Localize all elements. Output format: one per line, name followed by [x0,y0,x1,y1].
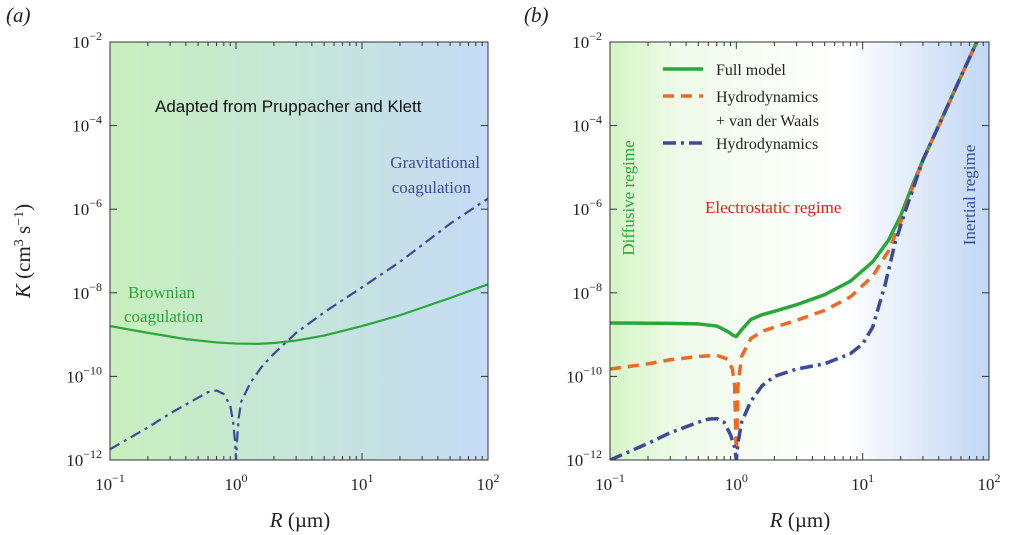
panel-b-background [610,42,989,460]
panel-a: (a) 10−1 100 101 10210−1210−1010−810−610−41… [6,3,500,532]
y-tick-label: 10−2 [72,29,102,52]
y-tick-label: 10−12 [66,447,102,470]
series-line-b-3 [610,42,979,460]
x-tick-label: 102 [978,471,1001,494]
y-tick-label: 10−8 [72,280,102,303]
y-tick-label: 10−6 [572,196,602,219]
x-tick-label: 101 [351,471,374,494]
annotation-inertial-regime: Inertial regime [960,145,979,246]
y-tick-label: 10−10 [66,363,102,386]
x-tick-label: 10−1 [95,471,125,494]
panel-a-label: (a) [6,3,31,27]
panel-a-curves [110,197,488,460]
y-tick-label: 10−10 [566,363,602,386]
series-line-a-1 [110,283,488,345]
x-tick-label: 100 [225,471,248,494]
legend-label-hydro-vdw: Hydrodynamics [716,89,818,106]
annotation-adapted: Adapted from Pruppacher and Klett [155,97,422,116]
series-line-a-2 [110,197,488,460]
panel-a-frame [109,41,489,461]
annotation-electrostatic-regime: Electrostatic regime [705,198,841,217]
y-tick-label: 10−6 [72,196,102,219]
annotation-diffusive-regime: Diffusive regime [619,140,638,255]
x-tick-label: 100 [725,471,748,494]
annotation-gravitational-coagulation: coagulation [392,178,472,197]
y-tick-label: 10−2 [572,29,602,52]
panel-b-curves [610,42,979,460]
legend-label-full-model: Full model [716,62,786,79]
legend-label-hydro-vdw-line2: + van der Waals [716,113,819,130]
x-tick-label: 101 [851,471,874,494]
panel-b-frame [609,41,990,461]
annotation-brownian-coagulation: coagulation [124,307,204,326]
panel-a-ticks: 10−1 100 101 102 10−12 10−10 10−8 10−6 10−4 10−2 [66,29,499,494]
panel-b-xlabel: R (µm) [769,508,831,532]
y-tick-label: 10−12 [566,447,602,470]
annotation-brownian: Brownian [128,283,196,302]
legend: Full model Hydrodynamics + van der Waals… [663,62,819,153]
panel-b: (b) 10−1 100 101 102 10−12 10−10 10−8 10−6 10−4 1… [524,3,1001,532]
panel-b-label: (b) [524,3,549,27]
panel-a-background [110,42,488,460]
y-tick-label: 10−8 [572,280,602,303]
y-tick-label: 10−4 [572,113,602,136]
panel-a-ylabel: K (cm3 s−1) [11,204,35,299]
x-tick-label: 10−1 [595,471,625,494]
annotation-gravitational: Gravitational [390,153,480,172]
panel-a-xlabel: R (µm) [269,508,331,532]
y-tick-label: 10−4 [72,113,102,136]
legend-label-hydrodynamics: Hydrodynamics [716,136,818,153]
x-tick-label: 102 [477,471,500,494]
